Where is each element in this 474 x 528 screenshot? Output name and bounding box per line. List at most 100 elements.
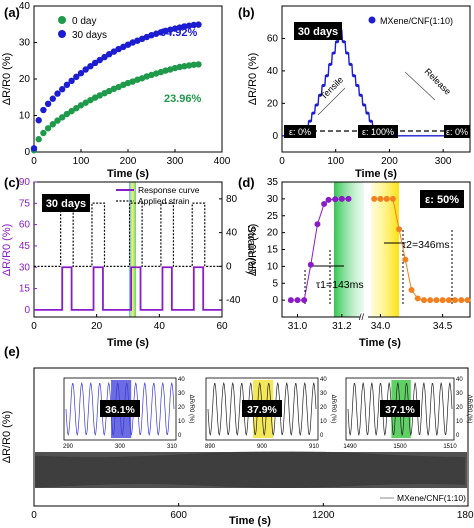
series-line-response-curve — [34, 266, 222, 311]
data-point-30-days — [73, 73, 80, 81]
x-axis-title: Time (s) — [229, 515, 271, 527]
inset-y-axis-title: ΔR/R0 (%) — [466, 395, 472, 424]
axis-break-gap — [360, 312, 368, 322]
x-tick-label: 0 — [31, 321, 37, 332]
data-point-mxene — [348, 62, 353, 66]
x-tick-label: 200 — [120, 156, 137, 167]
y-tick-label: 15 — [267, 245, 279, 256]
data-point-mxene — [362, 103, 366, 107]
data-point-fall — [402, 256, 409, 263]
data-point-fall — [396, 226, 403, 233]
data-point-rise — [338, 195, 345, 202]
data-point-0-day — [40, 129, 47, 137]
data-point-fall — [445, 297, 452, 304]
data-point-30-days — [44, 100, 52, 108]
data-point-0-day — [195, 61, 202, 68]
strain-label-peak: ε: 100% — [362, 127, 394, 137]
x-tick-label: 400 — [214, 156, 231, 167]
data-point-mxene — [342, 40, 346, 44]
inset-y-tick-label: 40 — [456, 377, 463, 383]
data-point-fall — [408, 287, 415, 293]
data-point-30-days — [181, 23, 188, 30]
inset-x-tick-label: 900 — [257, 444, 268, 450]
inset-y-tick-label: 40 — [320, 377, 327, 383]
title-box — [42, 194, 90, 212]
data-point-mxene — [318, 93, 322, 97]
inset-y-tick-label: 20 — [456, 405, 463, 411]
data-point-30-days — [106, 50, 113, 58]
inset-y-axis-title: ΔR/R0 (%) — [330, 395, 336, 424]
data-point-30-days — [30, 145, 38, 152]
fall-highlight — [371, 182, 399, 317]
y-tick-label: 20 — [267, 98, 279, 109]
inset-x-tick-label: 300 — [115, 444, 126, 450]
data-point-rise — [301, 297, 308, 304]
y-axis-title: ΔR/R0 (%) — [1, 411, 13, 464]
x-tick-label: 1200 — [312, 510, 335, 521]
data-point-fall — [389, 195, 396, 202]
inset-value-label: 36.1% — [105, 404, 135, 416]
x-tick-label: 0 — [31, 510, 37, 521]
panel-label-a: (a) — [4, 5, 20, 20]
y2-tick-label: 0 — [226, 261, 232, 272]
panel-e-chart: 060012001800 36.1%290300310010203040ΔR/R… — [1, 367, 474, 527]
data-point-30-days — [59, 86, 66, 93]
y-tick-label: 10 — [19, 111, 31, 122]
y-tick-label: 0 — [24, 147, 30, 158]
y-axis-title: ΔR/R0 (%) — [247, 224, 259, 277]
data-point-fall — [464, 297, 471, 304]
data-point-0-day — [77, 102, 85, 109]
x-tick-label: 300 — [167, 156, 184, 167]
y-tick-label: 90 — [19, 177, 31, 188]
data-point-fall — [458, 297, 465, 304]
data-point-fall — [377, 195, 384, 202]
y-tick-label: 20 — [267, 228, 279, 239]
data-point-fall — [383, 195, 390, 202]
end-label-0-day: 23.96% — [164, 93, 202, 105]
y2-tick-label: 40 — [226, 228, 238, 239]
data-point-30-days — [87, 63, 94, 70]
data-point-mxene — [315, 103, 319, 107]
data-point-30-days — [82, 66, 89, 73]
inset-x-tick-label: 1510 — [443, 444, 457, 450]
data-point-rise — [325, 196, 332, 203]
plot-area — [33, 367, 469, 507]
data-point-rise — [287, 297, 294, 304]
inset-value-label: 37.1% — [385, 404, 415, 416]
inset-value-box — [380, 400, 420, 417]
inset-y-tick-label: 30 — [456, 391, 463, 397]
inset-y-tick-label: 10 — [178, 419, 185, 425]
y-tick-label: 25 — [267, 211, 279, 222]
inset-value-box — [242, 400, 282, 417]
x-axis-title: Time (s) — [107, 168, 149, 180]
inset-y-tick-label: 20 — [320, 405, 327, 411]
x-tick-label: 31.2 — [332, 321, 352, 332]
data-point-0-day — [63, 110, 71, 118]
data-point-rise — [345, 195, 352, 202]
data-point-30-days — [101, 53, 108, 61]
inset-y-axis-title: ΔR/R0 (%) — [188, 395, 194, 424]
panel-label-c: (c) — [4, 175, 20, 190]
x-tick-label: 31.0 — [288, 321, 308, 332]
data-point-0-day — [87, 96, 94, 104]
data-point-0-day — [190, 61, 197, 68]
inset-chart-3: 37.1% 1490 1500 1510 0 10 20 30 40 ΔR/R0 (%) — [343, 377, 472, 450]
y-axis-title: ΔR/R0 (%) — [1, 53, 13, 106]
data-point-mxene — [369, 119, 373, 123]
series-line-fall — [374, 198, 468, 301]
legend-label-mxene: MXene/CNF(1:10) — [397, 493, 466, 503]
y-tick-label: 60 — [19, 220, 31, 231]
y-tick-label: 20 — [19, 74, 31, 85]
inset-value-box — [100, 400, 140, 417]
data-point-rise — [307, 261, 314, 268]
x-tick-label: 1800 — [457, 510, 474, 521]
data-point-0-day — [68, 107, 75, 115]
x-tick-label: 0 — [279, 156, 285, 167]
data-point-rise — [321, 200, 328, 207]
data-point-fall — [371, 195, 378, 202]
data-point-mxene — [345, 51, 349, 55]
data-point-mxene — [335, 40, 339, 44]
title-box-label: 30 days — [46, 198, 86, 210]
